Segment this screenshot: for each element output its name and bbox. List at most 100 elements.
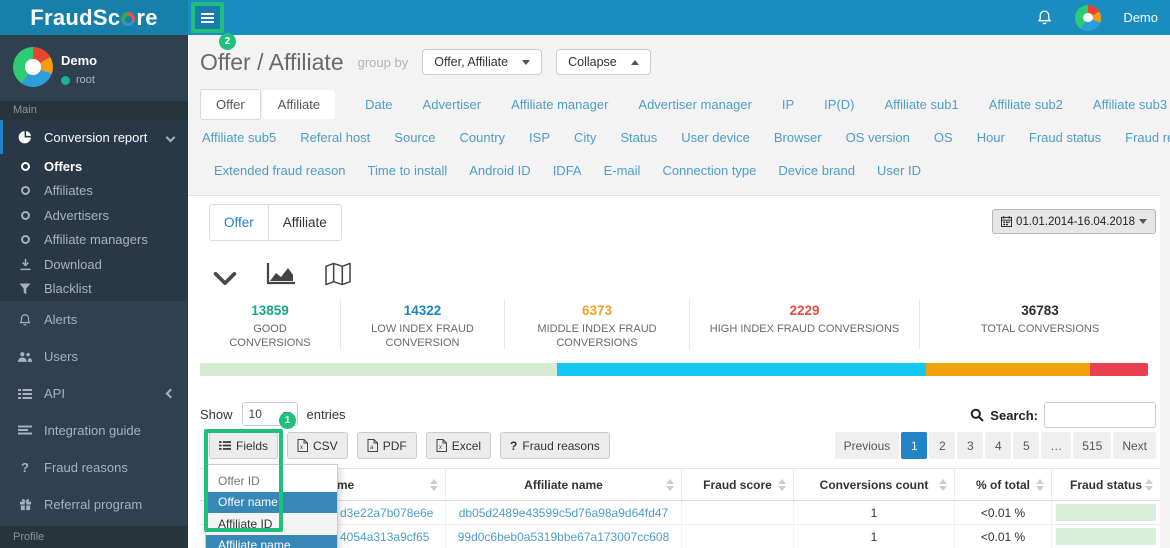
sidebar-item-blacklist[interactable]: Blacklist [0, 277, 188, 302]
sidebar-item-download[interactable]: Download [0, 252, 188, 277]
top-user-name[interactable]: Demo [1123, 10, 1158, 25]
bell-icon [17, 313, 33, 327]
sort-icon[interactable] [939, 478, 947, 491]
tab-city[interactable]: City [574, 130, 597, 145]
dropdown-item-offer-id[interactable]: Offer ID [218, 473, 260, 488]
app-logo[interactable]: FraudSc re [30, 5, 158, 31]
tab-fraud-reason[interactable]: Fraud reason [1125, 130, 1170, 145]
tab-email[interactable]: E-mail [603, 163, 641, 178]
tab-browser[interactable]: Browser [773, 130, 822, 145]
collapse-button[interactable]: Collapse [556, 49, 651, 75]
date-range-picker[interactable]: 01.01.2014-16.04.2018 [992, 209, 1156, 234]
sort-icon[interactable] [430, 478, 438, 491]
gift-icon [17, 498, 33, 511]
tab-isp[interactable]: ISP [529, 130, 550, 145]
column-header-affiliate-name[interactable]: Affiliate name [445, 469, 681, 500]
tab-extended-fraud-reason[interactable]: Extended fraud reason [214, 163, 346, 178]
tab-source[interactable]: Source [394, 130, 436, 145]
tab-device-brand[interactable]: Device brand [778, 163, 855, 178]
sidebar-item-affiliate-managers[interactable]: Affiliate managers [0, 228, 188, 253]
sort-icon[interactable] [778, 478, 786, 491]
tab-country[interactable]: Country [459, 130, 506, 145]
view-toggle-offer[interactable]: Offer [210, 205, 269, 240]
sidebar-item-offers[interactable]: Offers [0, 154, 188, 179]
sidebar-item-api[interactable]: API [0, 375, 188, 412]
tab-connection-type[interactable]: Connection type [662, 163, 757, 178]
sidebar-item-fraud-reasons[interactable]: ? Fraud reasons [0, 449, 188, 486]
tab-os[interactable]: OS [933, 130, 953, 145]
map-icon[interactable] [324, 262, 352, 286]
tab-affiliate-sub2[interactable]: Affiliate sub2 [988, 97, 1063, 112]
tab-advertiser-manager[interactable]: Advertiser manager [638, 97, 752, 112]
tab-user-id[interactable]: User ID [877, 163, 922, 178]
pagination-page-3[interactable]: 3 [957, 432, 984, 459]
tab-advertiser[interactable]: Advertiser [422, 97, 482, 112]
column-header-pct-of-total[interactable]: % of total [954, 469, 1051, 500]
affiliate-name-link[interactable]: 99d0c6beb0a5319bbe67a173007cc608 [445, 525, 681, 548]
sidebar-item-integration-guide[interactable]: Integration guide [0, 412, 188, 449]
pagination-page-1[interactable]: 1 [901, 432, 928, 459]
tab-hour[interactable]: Hour [976, 130, 1005, 145]
sidebar-item-users[interactable]: Users [0, 338, 188, 375]
tab-os-version[interactable]: OS version [845, 130, 910, 145]
tab-idfa[interactable]: IDFA [552, 163, 582, 178]
user-avatar[interactable] [1075, 4, 1102, 31]
column-header-fraud-score[interactable]: Fraud score [681, 469, 793, 500]
stat-label: GOOD CONVERSIONS [229, 323, 311, 349]
offer-name-link[interactable]: 4054a313a9cf65 [340, 529, 430, 544]
dropdown-item-affiliate-id[interactable]: Affiliate ID [206, 513, 337, 535]
sidebar-item-referral-program[interactable]: Referral program [0, 486, 188, 523]
pagination-page-5[interactable]: 5 [1013, 432, 1040, 459]
tab-offer[interactable]: Offer [200, 89, 261, 120]
tab-date[interactable]: Date [365, 97, 393, 112]
big-chevron-down-icon[interactable] [212, 271, 238, 286]
excel-export-button[interactable]: x Excel [425, 432, 492, 459]
sidebar-item-label: Referral program [44, 497, 143, 512]
pdf-export-button[interactable]: a PDF [356, 432, 417, 459]
sidebar-toggle-button[interactable] [195, 6, 220, 29]
search-input[interactable] [1044, 402, 1156, 428]
filter-tabs: Offer Affiliate Date Advertiser Affiliat… [200, 88, 1170, 187]
pagination-page-515[interactable]: 515 [1073, 432, 1112, 459]
view-toggle-affiliate[interactable]: Affiliate [282, 215, 327, 230]
pagination-previous[interactable]: Previous [834, 432, 900, 459]
tab-ip[interactable]: IP [781, 97, 795, 112]
tab-affiliate-sub1[interactable]: Affiliate sub1 [884, 97, 959, 112]
tab-user-device[interactable]: User device [681, 130, 750, 145]
fraud-reasons-button[interactable]: ? Fraud reasons [500, 432, 610, 459]
pagination-next[interactable]: Next [1113, 432, 1156, 459]
dropdown-item-affiliate-name[interactable]: Affiliate name [206, 534, 337, 548]
fields-button[interactable]: Fields [209, 432, 279, 459]
tab-affiliate-sub5[interactable]: Affiliate sub5 [202, 130, 277, 145]
sidebar-item-alerts[interactable]: Alerts [0, 301, 188, 338]
progress-segment-low [557, 363, 927, 376]
dropdown-item-offer-name[interactable]: Offer name [206, 491, 337, 513]
tab-status[interactable]: Status [620, 130, 658, 145]
sort-icon[interactable] [1036, 478, 1044, 491]
sidebar-item-affiliates[interactable]: Affiliates [0, 179, 188, 204]
tab-android-id[interactable]: Android ID [469, 163, 531, 178]
group-by-select[interactable]: Offer, Affiliate [422, 49, 543, 75]
tab-affiliate[interactable]: Affiliate [262, 90, 336, 119]
tab-affiliate-sub3[interactable]: Affiliate sub3 [1092, 97, 1168, 112]
affiliate-name-link[interactable]: db05d2489e43599c5d76a98a9d64fd47 [445, 501, 681, 524]
tab-affiliate-manager[interactable]: Affiliate manager [511, 97, 609, 112]
tab-referal-host[interactable]: Referal host [300, 130, 371, 145]
area-chart-icon[interactable] [266, 262, 296, 286]
tab-fraud-status[interactable]: Fraud status [1028, 130, 1102, 145]
offer-name-link[interactable]: d3e22a7b078e6e [340, 505, 434, 520]
question-icon: ? [510, 438, 518, 453]
column-header-conversions-count[interactable]: Conversions count [793, 469, 954, 500]
notifications-bell-icon[interactable] [1036, 9, 1053, 26]
pagination-page-2[interactable]: 2 [929, 432, 956, 459]
sidebar-avatar[interactable] [13, 47, 53, 87]
tab-time-to-install[interactable]: Time to install [367, 163, 448, 178]
pagination-page-4[interactable]: 4 [985, 432, 1012, 459]
sidebar-item-conversion-report[interactable]: Conversion report [0, 120, 188, 154]
sort-icon[interactable] [1145, 478, 1153, 491]
sort-icon[interactable] [666, 478, 674, 491]
column-header-fraud-status[interactable]: Fraud status [1051, 469, 1160, 500]
sidebar-item-advertisers[interactable]: Advertisers [0, 203, 188, 228]
csv-export-button[interactable]: x CSV [287, 432, 348, 459]
tab-ip-d[interactable]: IP(D) [824, 97, 855, 112]
